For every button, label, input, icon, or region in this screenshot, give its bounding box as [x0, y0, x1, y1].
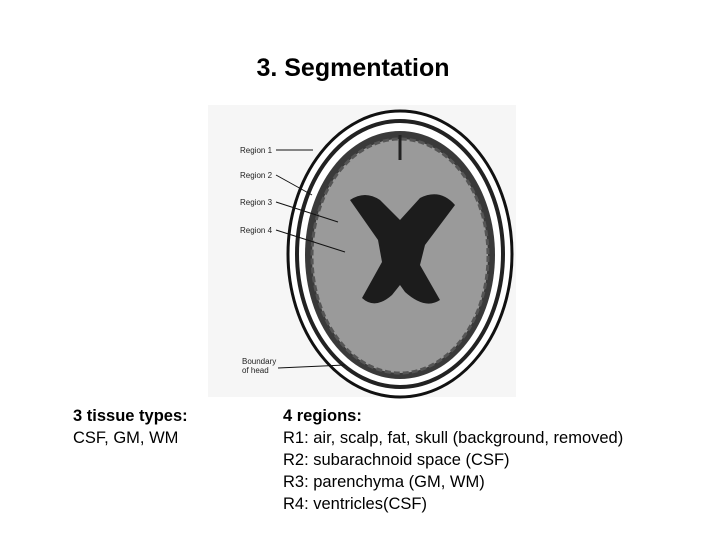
left-line: CSF, GM, WM [73, 429, 179, 447]
right-line: R4: ventricles(CSF) [283, 495, 427, 513]
right-line: R3: parenchyma (GM, WM) [283, 473, 485, 491]
region-label: Region 4 [240, 226, 273, 235]
right-line: R2: subarachnoid space (CSF) [283, 451, 510, 469]
left-heading: 3 tissue types: [73, 407, 188, 425]
boundary-label: of head [242, 366, 269, 375]
pointer [275, 174, 313, 196]
region-label: Region 3 [240, 198, 273, 207]
boundary-label: Boundary [242, 357, 276, 366]
right-text: 4 regions: R1: air, scalp, fat, skull (b… [283, 405, 623, 515]
left-text: 3 tissue types: CSF, GM, WM [73, 405, 188, 449]
region-label: Region 1 [240, 146, 273, 155]
region-label: Region 2 [240, 171, 273, 180]
ventricles [350, 194, 455, 304]
slide-title: 3. Segmentation [256, 54, 450, 82]
pointer [275, 201, 339, 223]
right-line: R1: air, scalp, fat, skull (background, … [283, 429, 624, 447]
pointer [275, 229, 346, 253]
pointer [277, 364, 346, 369]
right-heading: 4 regions: [283, 407, 362, 425]
